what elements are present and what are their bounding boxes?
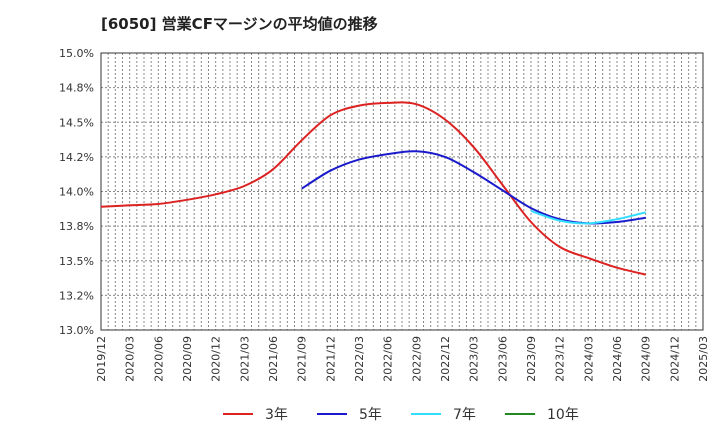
x-tick-label: 2022/06	[382, 336, 395, 382]
x-tick-label: 2022/03	[353, 336, 366, 382]
y-tick-label: 14.8%	[59, 82, 94, 95]
x-tick-label: 2021/03	[238, 336, 251, 382]
legend-label: 3年	[265, 407, 288, 423]
y-tick-label: 14.0%	[59, 186, 94, 199]
plot-border	[100, 52, 704, 331]
x-tick-label: 2023/03	[468, 336, 481, 382]
legend-label: 7年	[453, 407, 476, 423]
x-tick-label: 2024/03	[582, 336, 595, 382]
x-tick-label: 2023/12	[554, 336, 567, 382]
x-tick-label: 2020/12	[210, 336, 223, 382]
legend: 3年 5年 7年 10年	[223, 407, 579, 423]
x-tick-label: 2020/03	[124, 336, 137, 382]
series-line-0	[100, 101, 646, 276]
page-title: [6050] 営業CFマージンの平均値の推移	[101, 15, 378, 33]
x-tick-label: 2021/09	[296, 336, 309, 382]
x-tick-label: 2024/06	[611, 336, 624, 382]
legend-label: 5年	[359, 407, 382, 423]
series-line-2	[530, 209, 646, 225]
x-tick-label: 2024/09	[640, 336, 653, 382]
y-tick-label: 13.0%	[59, 324, 94, 337]
y-tick-label: 13.5%	[59, 255, 94, 268]
y-tick-label: 13.2%	[59, 289, 94, 302]
y-tick-label: 13.8%	[59, 220, 94, 233]
x-tick-label: 2020/06	[152, 336, 165, 382]
x-axis-ticks: 2019/12 2020/03 2020/06 2020/09 2020/12 2021/…	[95, 336, 710, 382]
y-tick-label: 14.5%	[59, 116, 94, 129]
grid	[101, 53, 703, 330]
series-lines	[100, 101, 646, 276]
x-tick-label: 2021/12	[324, 336, 337, 382]
x-tick-label: 2019/12	[95, 336, 108, 382]
x-tick-label: 2023/06	[496, 336, 509, 382]
x-tick-label: 2024/12	[668, 336, 681, 382]
x-tick-label: 2022/09	[410, 336, 423, 382]
x-tick-label: 2020/09	[181, 336, 194, 382]
y-axis-ticks: 13.0% 13.2% 13.5% 13.8% 14.0% 14.2% 14.5% 14.8%…	[59, 47, 94, 337]
y-tick-label: 14.2%	[59, 151, 94, 164]
legend-label: 10年	[547, 407, 579, 423]
x-tick-label: 2023/09	[525, 336, 538, 382]
y-tick-label: 15.0%	[59, 47, 94, 60]
x-tick-label: 2021/06	[267, 336, 280, 382]
x-tick-label: 2025/03	[697, 336, 710, 382]
x-tick-label: 2022/12	[439, 336, 452, 382]
